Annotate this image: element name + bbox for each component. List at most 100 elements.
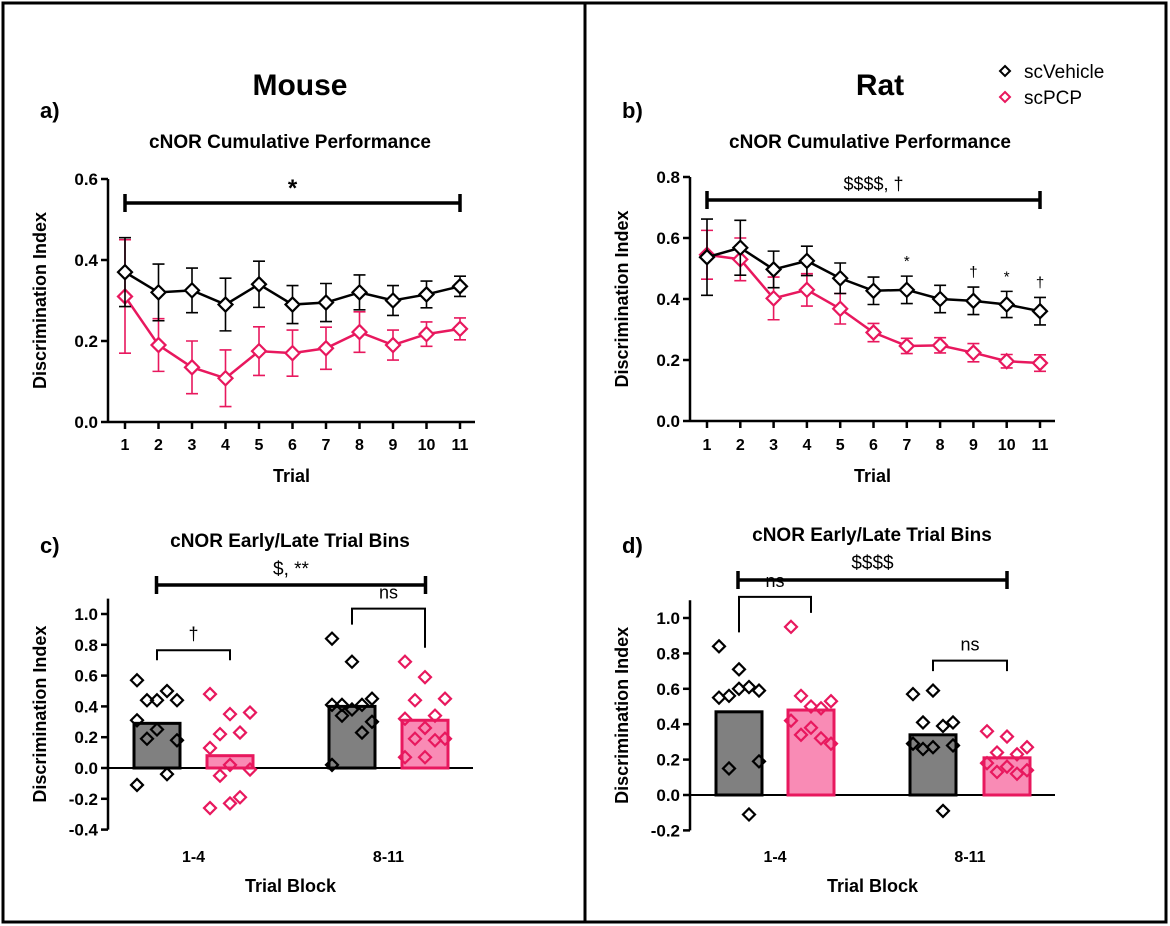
bar-scpcp-1-4 [783, 619, 839, 797]
scatter-point [813, 700, 829, 716]
scatter-point [222, 706, 238, 722]
bar [132, 721, 182, 770]
y-tick-label: 0.0 [656, 786, 680, 805]
y-tick-label: 0.4 [656, 290, 680, 309]
header-mouse: Mouse [252, 69, 347, 102]
significance-label: * [288, 175, 298, 202]
scatter-point [139, 692, 155, 708]
scatter-point [417, 669, 433, 685]
scatter-point [334, 708, 350, 724]
significance-bracket [154, 576, 428, 594]
y-tick-label: -0.2 [651, 821, 680, 840]
scatter-point [783, 619, 799, 635]
y-tick-label: 1.0 [74, 605, 98, 624]
y-tick-label: 0.2 [74, 332, 98, 351]
series-scvehicle [116, 236, 469, 332]
x-tick-label: 5 [836, 437, 845, 454]
scatter-point [169, 692, 185, 708]
data-point [183, 358, 201, 376]
scatter-point [751, 753, 767, 769]
x-tick-label: 4 [221, 437, 230, 454]
legend: scVehicle scPCP [998, 62, 1104, 109]
scatter-point [999, 759, 1015, 775]
significance-bracket [123, 194, 462, 212]
scatter-point [344, 701, 360, 718]
scatter-point [129, 672, 145, 688]
x-axis-label: Trial [854, 466, 891, 486]
scatter-point [1019, 739, 1035, 755]
scatter-point [925, 683, 941, 699]
bar-scvehicle-8-11 [324, 631, 380, 773]
data-point [1031, 354, 1049, 372]
scatter-point [417, 749, 433, 765]
y-axis-label: Discrimination Index [612, 627, 632, 804]
bar-scpcp-8-11 [397, 654, 453, 770]
y-tick-label: 0.6 [74, 667, 98, 686]
scatter-point [979, 723, 995, 739]
scatter-point [417, 720, 433, 736]
scatter-point [242, 705, 258, 721]
x-tick-label: 8-11 [373, 849, 404, 866]
series-scvehicle [698, 218, 1049, 326]
y-tick-label: 0.6 [74, 170, 98, 189]
chart-title: cNOR Early/Late Trial Bins [170, 531, 410, 552]
panel-label: a) [40, 98, 60, 123]
data-point [931, 290, 949, 308]
scatter-point [793, 727, 809, 743]
x-tick-label: 1 [703, 437, 712, 454]
data-point [317, 339, 335, 357]
scatter-point [129, 777, 145, 793]
point-significance-label: * [904, 253, 910, 270]
data-point [831, 269, 849, 287]
scatter-point [721, 760, 737, 777]
data-point [216, 295, 235, 314]
scatter-point [139, 731, 155, 747]
y-tick-label: 0.6 [656, 680, 680, 699]
scatter-point [1009, 766, 1025, 782]
scatter-point [915, 741, 931, 757]
x-tick-label: 1 [121, 437, 130, 454]
series-line [706, 253, 1041, 365]
point-significance-label: * [1004, 268, 1010, 285]
scatter-point [222, 795, 238, 811]
scatter-point [905, 736, 921, 752]
data-point [964, 292, 982, 310]
x-tick-label: 11 [452, 437, 469, 454]
y-axis-label: Discrimination Index [612, 210, 632, 387]
header-rat: Rat [856, 69, 904, 102]
data-point [384, 336, 402, 354]
x-tick-label: 5 [255, 437, 264, 454]
scatter-point [324, 697, 340, 713]
scatter-point [202, 800, 218, 816]
scatter-point [437, 691, 453, 707]
data-point [417, 285, 436, 303]
scatter-point [397, 749, 413, 765]
scatter-point [783, 713, 799, 729]
data-point [998, 295, 1016, 314]
panel-label: d) [622, 533, 643, 558]
x-tick-label: 9 [969, 437, 978, 454]
scatter-point [232, 789, 248, 805]
scatter-point [989, 764, 1005, 780]
data-point [149, 336, 168, 354]
data-point [350, 283, 369, 301]
scatter-point [731, 661, 747, 677]
scatter-point [354, 725, 370, 741]
scatter-point [397, 654, 413, 670]
scatter-point [407, 692, 423, 708]
bar-scvehicle-8-11 [905, 683, 961, 819]
data-point [798, 281, 816, 299]
scatter-point [803, 698, 819, 715]
data-point [798, 252, 816, 270]
y-tick-label: 0.4 [74, 697, 98, 716]
scatter-point [397, 711, 413, 727]
x-tick-label: 8 [355, 437, 364, 454]
data-point [451, 277, 469, 295]
scatter-point [711, 638, 727, 654]
y-tick-label: 0.4 [656, 715, 680, 734]
chart-title: cNOR Cumulative Performance [729, 132, 1011, 153]
panel-label: c) [40, 533, 60, 558]
bar [205, 754, 255, 770]
y-tick-label: 0.8 [74, 636, 98, 655]
